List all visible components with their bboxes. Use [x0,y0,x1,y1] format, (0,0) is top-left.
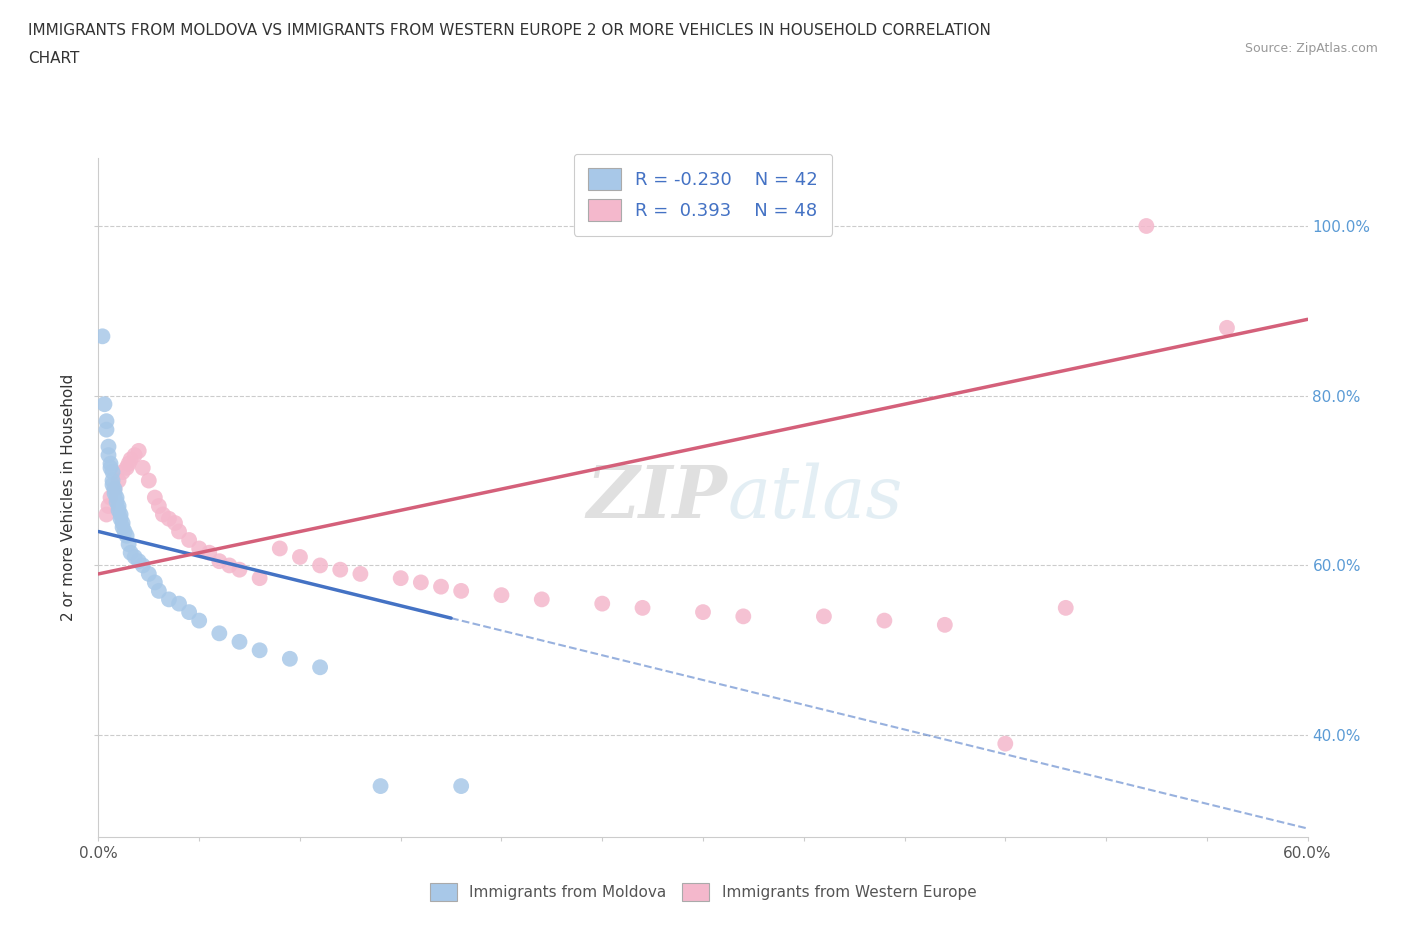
Point [309,660,332,675]
Point [97,439,120,454]
Point [994,737,1017,751]
Y-axis label: 2 or more Vehicles in Household: 2 or more Vehicles in Household [60,374,76,621]
Point [249,571,271,586]
Point [329,563,352,578]
Text: atlas: atlas [727,462,903,533]
Point [132,460,155,475]
Point [450,583,472,598]
Point [115,528,138,543]
Point [163,515,186,530]
Point [101,465,124,480]
Text: CHART: CHART [28,51,80,66]
Point [103,482,125,497]
Point [491,588,513,603]
Point [105,490,128,505]
Point [188,541,211,556]
Point [96,422,118,437]
Point [157,592,180,607]
Legend: Immigrants from Moldova, Immigrants from Western Europe: Immigrants from Moldova, Immigrants from… [423,877,983,908]
Point [97,498,120,513]
Point [152,507,174,522]
Point [591,596,613,611]
Point [115,460,138,475]
Point [692,604,714,619]
Point [409,575,432,590]
Point [208,626,231,641]
Point [110,507,132,522]
Point [143,490,166,505]
Point [198,545,221,560]
Point [179,533,201,548]
Point [167,525,190,539]
Point [100,490,122,505]
Point [128,444,150,458]
Point [430,579,453,594]
Point [111,465,134,480]
Point [91,329,114,344]
Point [105,495,128,510]
Point [349,566,371,581]
Point [103,482,125,497]
Point [208,553,231,568]
Point [148,498,170,513]
Point [228,563,250,578]
Point [631,601,654,616]
Point [873,613,896,628]
Point [148,583,170,598]
Point [107,473,129,488]
Text: Source: ZipAtlas.com: Source: ZipAtlas.com [1244,42,1378,55]
Point [110,512,132,526]
Point [114,525,136,539]
Point [120,452,142,467]
Point [132,558,155,573]
Point [530,592,553,607]
Point [218,558,240,573]
Point [188,613,211,628]
Point [138,473,160,488]
Point [813,609,835,624]
Point [1135,219,1157,233]
Point [157,512,180,526]
Point [143,575,166,590]
Point [100,460,122,475]
Point [309,558,332,573]
Point [111,520,134,535]
Point [167,596,190,611]
Point [1054,601,1077,616]
Point [450,778,472,793]
Point [118,537,141,551]
Point [269,541,291,556]
Point [97,447,120,462]
Point [128,553,150,568]
Point [124,550,146,565]
Text: IMMIGRANTS FROM MOLDOVA VS IMMIGRANTS FROM WESTERN EUROPE 2 OR MORE VEHICLES IN : IMMIGRANTS FROM MOLDOVA VS IMMIGRANTS FR… [28,23,991,38]
Point [288,550,311,565]
Point [370,778,392,793]
Point [118,457,141,472]
Point [249,643,271,658]
Point [228,634,250,649]
Point [179,604,201,619]
Point [1216,321,1239,336]
Text: ZIP: ZIP [586,462,727,533]
Point [96,507,118,522]
Point [101,477,124,492]
Point [100,457,122,472]
Point [101,473,124,488]
Point [934,618,956,632]
Point [138,566,160,581]
Point [278,651,301,666]
Point [107,503,129,518]
Point [124,447,146,462]
Point [120,545,142,560]
Point [107,498,129,513]
Point [93,397,115,412]
Point [103,485,125,500]
Point [733,609,755,624]
Point [96,414,118,429]
Point [389,571,412,586]
Point [111,515,134,530]
